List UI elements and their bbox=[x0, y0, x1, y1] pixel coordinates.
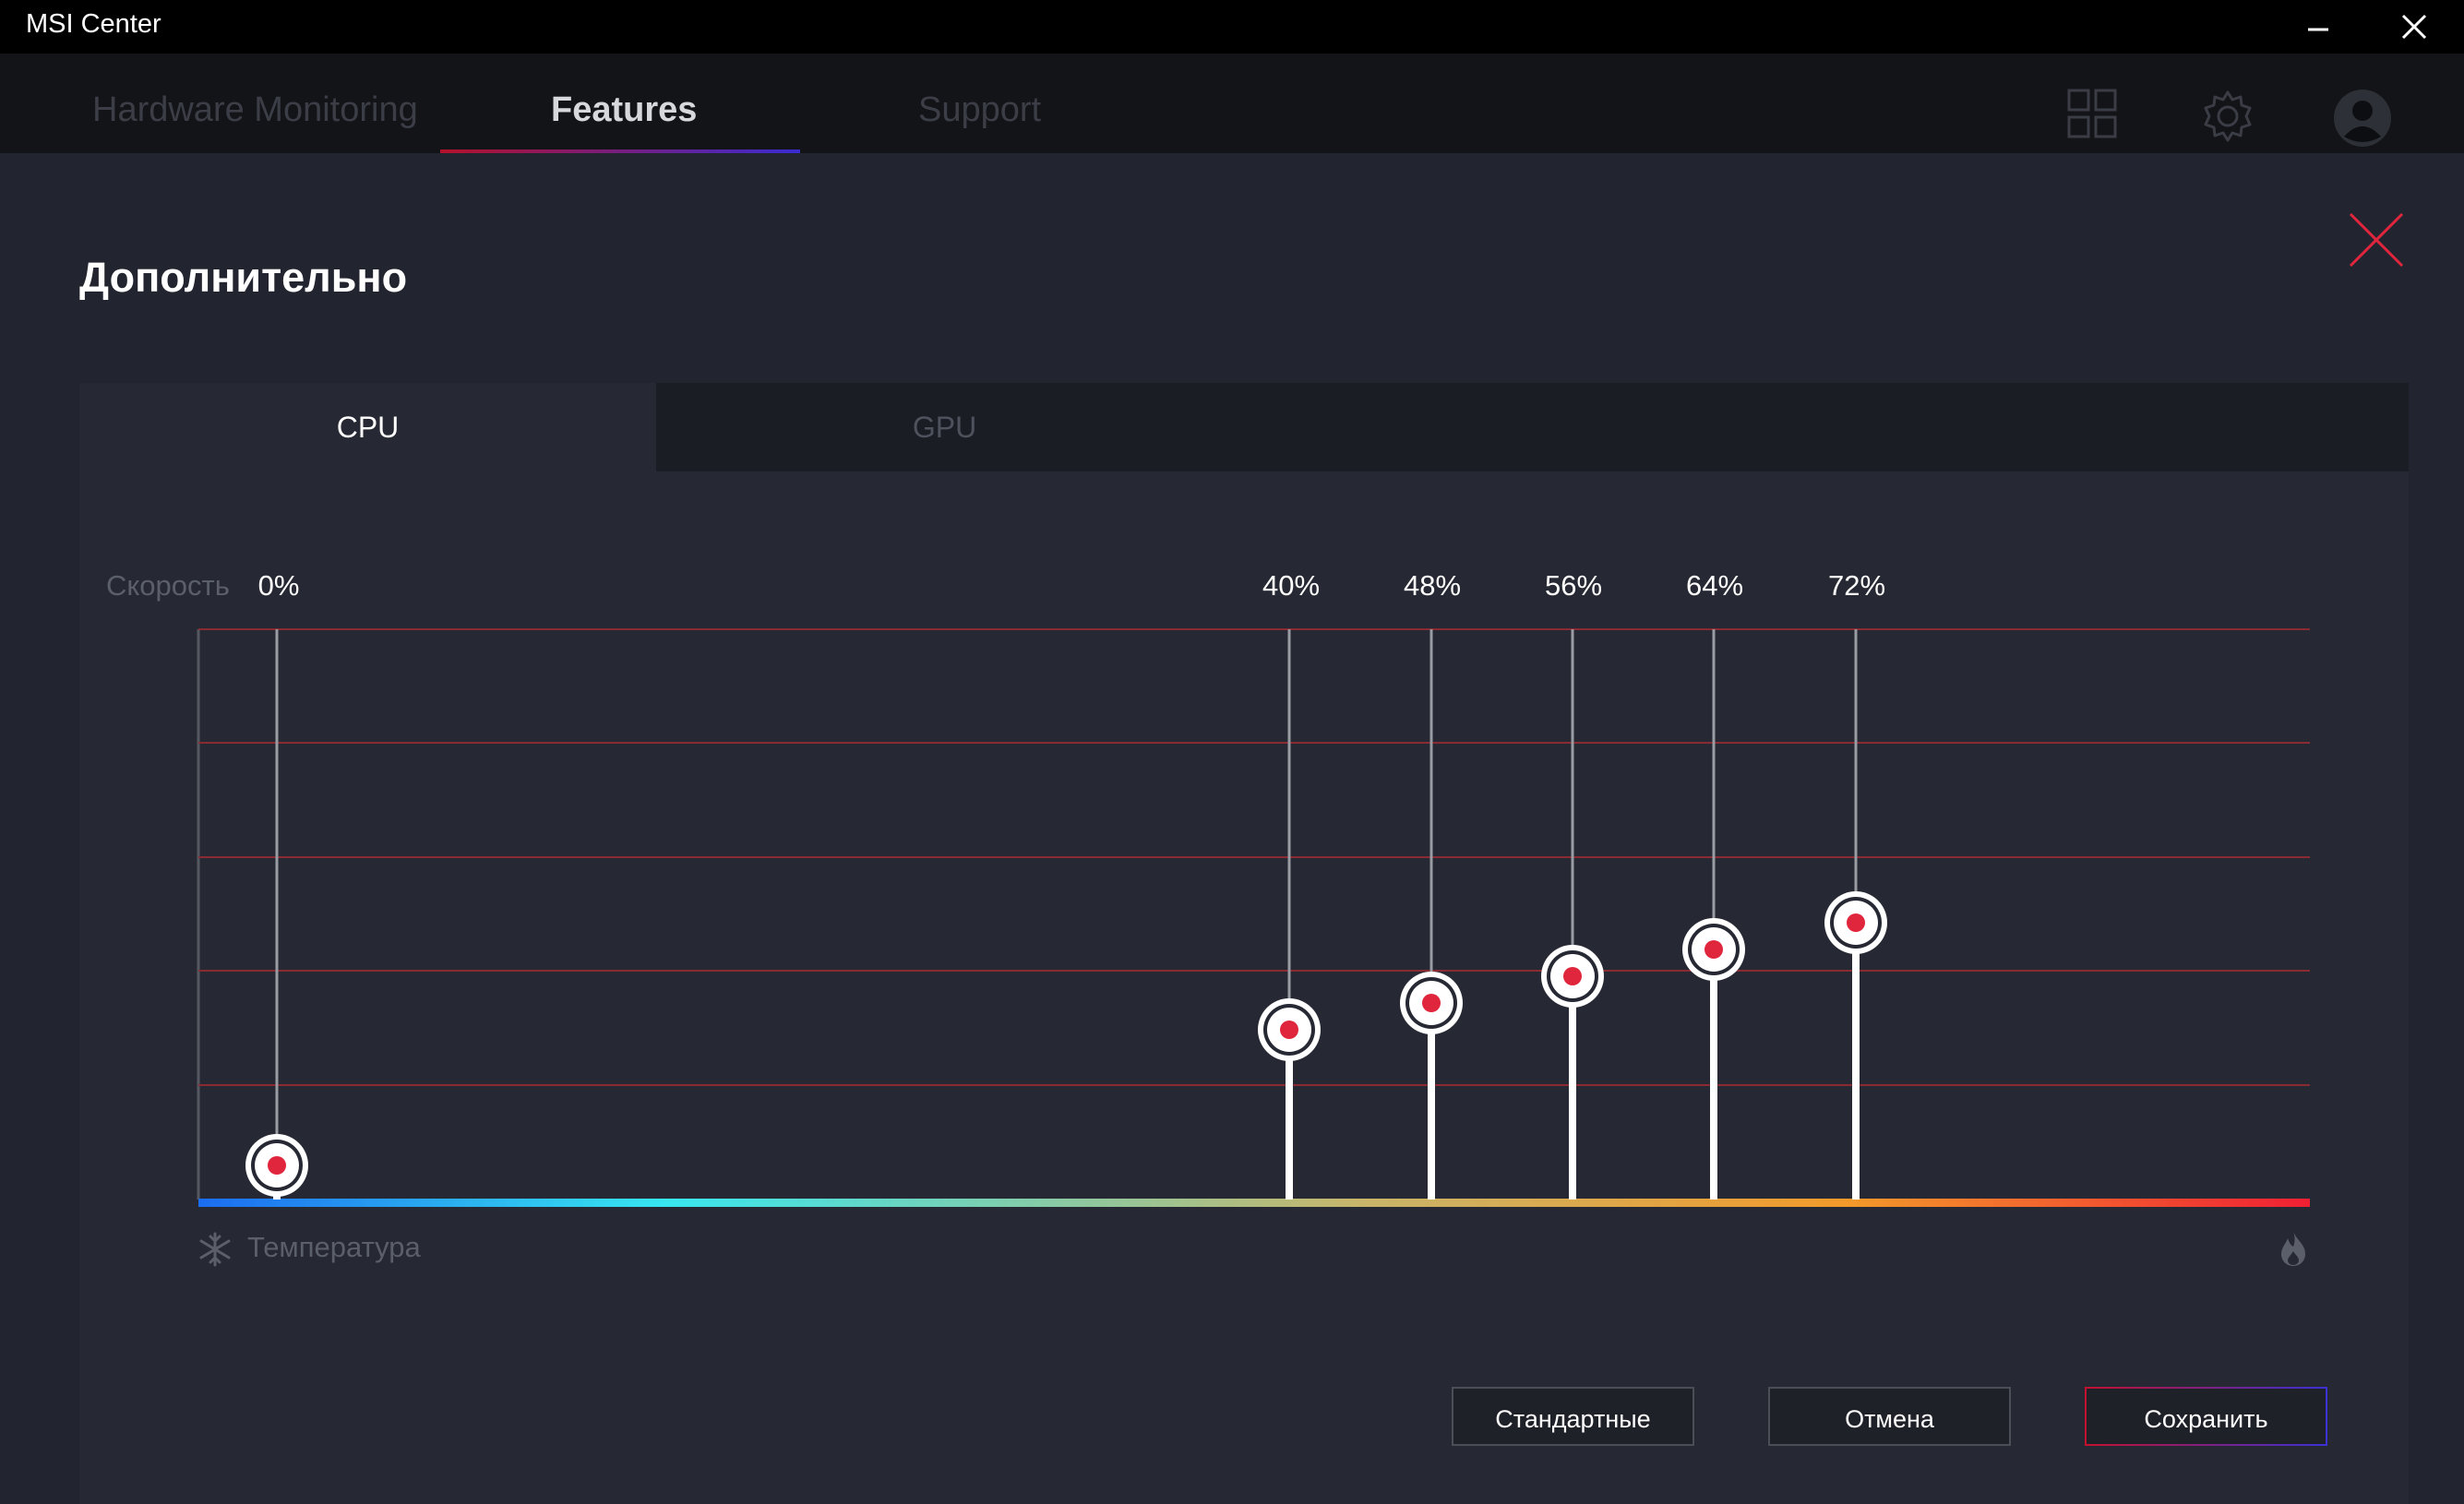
gear-icon[interactable] bbox=[2200, 89, 2255, 144]
tab-hardware-monitoring[interactable]: Hardware Monitoring bbox=[92, 90, 418, 129]
speed-value-label: 48% bbox=[1403, 569, 1462, 602]
grid-icon[interactable] bbox=[2067, 89, 2117, 138]
user-avatar-icon[interactable] bbox=[2333, 89, 2392, 148]
main-nav: Hardware Monitoring Features Support bbox=[0, 54, 2464, 153]
cancel-button[interactable]: Отмена bbox=[1768, 1387, 2011, 1446]
fan-curve-point[interactable] bbox=[1824, 629, 1887, 1200]
default-button[interactable]: Стандартные bbox=[1452, 1387, 1694, 1446]
window-close-icon bbox=[2401, 14, 2427, 40]
save-button[interactable]: Сохранить bbox=[2085, 1387, 2327, 1446]
minimize-icon bbox=[2308, 28, 2328, 31]
window-close-button[interactable] bbox=[2377, 4, 2451, 50]
fan-curve-panel bbox=[79, 471, 2409, 1504]
close-x-icon[interactable] bbox=[2349, 212, 2404, 268]
tab-features[interactable]: Features bbox=[551, 90, 698, 129]
tab-cpu[interactable]: CPU bbox=[79, 383, 656, 471]
temperature-gradient-bar bbox=[198, 1199, 2310, 1207]
page-title: Дополнительно bbox=[79, 254, 408, 301]
speed-value-label: 72% bbox=[1827, 569, 1886, 602]
snowflake-icon bbox=[199, 1232, 231, 1267]
fan-curve-point[interactable] bbox=[1541, 629, 1604, 1200]
fan-curve-point[interactable] bbox=[1682, 629, 1745, 1200]
device-tab-strip: CPU GPU bbox=[79, 383, 2409, 471]
title-bar: MSI Center bbox=[0, 0, 2464, 54]
minimize-button[interactable] bbox=[2281, 4, 2355, 50]
fan-curve-point[interactable] bbox=[245, 629, 308, 1200]
fan-curve-point[interactable] bbox=[1400, 629, 1463, 1200]
fan-curve-point[interactable] bbox=[1258, 629, 1321, 1200]
speed-value-label: 0% bbox=[257, 569, 300, 602]
speed-value-label: 64% bbox=[1685, 569, 1744, 602]
app-title: MSI Center bbox=[26, 9, 161, 39]
flame-icon bbox=[2281, 1231, 2305, 1266]
active-tab-indicator bbox=[440, 149, 800, 153]
speed-value-label: 56% bbox=[1544, 569, 1603, 602]
tab-support[interactable]: Support bbox=[918, 90, 1042, 129]
tab-gpu[interactable]: GPU bbox=[912, 411, 977, 444]
speed-axis-label: Скорость bbox=[106, 569, 230, 602]
speed-value-label: 40% bbox=[1262, 569, 1321, 602]
temperature-axis-label: Температура bbox=[247, 1231, 421, 1263]
